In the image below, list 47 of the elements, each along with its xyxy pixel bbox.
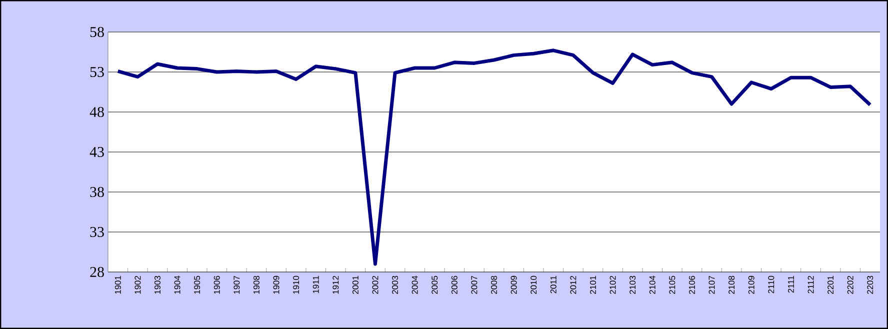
x-tick-label: 1911 xyxy=(312,276,319,294)
x-tick-label: 2108 xyxy=(728,276,735,294)
x-tick-label: 1906 xyxy=(214,276,220,294)
x-tick-label: 1905 xyxy=(194,276,200,294)
x-tick-label: 2008 xyxy=(491,276,497,294)
x-tick-label: 1904 xyxy=(174,276,180,294)
x-tick-label: 2109 xyxy=(748,276,754,294)
y-tick-label: 28 xyxy=(90,266,104,278)
x-tick-label: 2106 xyxy=(688,276,695,294)
x-tick-label: 1912 xyxy=(332,276,339,294)
x-tick-label: 1902 xyxy=(134,276,141,294)
x-tick-label: 1910 xyxy=(293,276,300,294)
x-tick-label: 1907 xyxy=(234,276,240,294)
x-tick-label: 2006 xyxy=(451,276,458,294)
x-tick-label: 2004 xyxy=(412,276,418,294)
x-tick-label: 2111 xyxy=(788,276,794,293)
line-series xyxy=(116,48,872,266)
x-tick-label: 2010 xyxy=(530,276,537,294)
x-tick-label: 2102 xyxy=(610,276,616,294)
y-tick-label: 38 xyxy=(90,186,104,198)
x-tick-label: 2103 xyxy=(630,276,636,294)
x-tick-label: 2001 xyxy=(352,276,358,294)
x-tick-label: 2005 xyxy=(432,276,438,294)
x-tick-label: 2009 xyxy=(510,276,517,294)
x-tick-label: 2101 xyxy=(590,276,596,294)
x-tick-label: 2112 xyxy=(808,276,814,294)
x-tick-label: 2011 xyxy=(550,276,556,294)
x-tick-label: 2012 xyxy=(570,276,576,294)
y-tick-label: 48 xyxy=(90,106,104,118)
x-tick-label: 2203 xyxy=(867,276,874,294)
x-tick-label: 2002 xyxy=(372,276,378,294)
y-tick-label: 58 xyxy=(90,26,104,38)
x-tick-label: 2007 xyxy=(471,276,478,294)
x-tick-label: 2110 xyxy=(768,276,774,294)
x-tick-label: 2202 xyxy=(847,276,854,294)
y-tick-label: 43 xyxy=(90,146,104,158)
x-tick-label: 2003 xyxy=(392,276,398,294)
x-tick-label: 1909 xyxy=(273,276,280,294)
x-tick-label: 2201 xyxy=(828,276,834,294)
x-tick-label: 2104 xyxy=(649,276,656,294)
x-tick-label: 2105 xyxy=(669,276,676,294)
y-tick-label: 53 xyxy=(90,66,104,78)
x-tick-label: 1908 xyxy=(253,276,260,294)
x-tick-label: 2107 xyxy=(708,276,715,294)
x-tick-label: 1903 xyxy=(154,276,160,294)
x-tick-label: 1901 xyxy=(114,276,121,294)
y-tick-label: 33 xyxy=(90,226,104,238)
